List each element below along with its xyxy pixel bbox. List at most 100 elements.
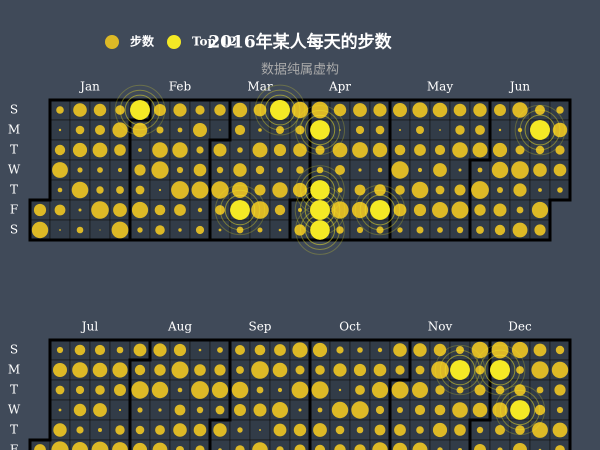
- day-point: [375, 405, 385, 415]
- day-point: [415, 365, 425, 375]
- day-point: [34, 444, 46, 450]
- day-point: [236, 366, 244, 374]
- day-point: [55, 385, 65, 395]
- day-point: [72, 362, 88, 378]
- ripple-ring: [484, 354, 516, 386]
- weekday-label: S: [10, 343, 18, 357]
- day-point: [91, 441, 109, 450]
- day-point: [295, 125, 305, 135]
- weekday-label: T: [10, 183, 18, 197]
- day-point: [154, 204, 166, 216]
- day-point: [135, 185, 145, 195]
- day-point: [56, 106, 64, 114]
- day-point: [33, 203, 47, 217]
- day-cell: [549, 439, 571, 450]
- day-point: [376, 226, 384, 234]
- day-point: [497, 447, 503, 450]
- ripple-ring: [359, 189, 401, 231]
- day-point: [451, 201, 469, 219]
- day-point: [557, 187, 563, 193]
- top-point: [310, 220, 330, 240]
- day-point: [58, 128, 62, 132]
- day-point: [156, 126, 164, 134]
- day-point: [158, 408, 162, 412]
- day-point: [434, 144, 446, 156]
- day-point: [213, 143, 227, 157]
- day-point: [473, 103, 487, 117]
- day-point: [177, 127, 183, 133]
- day-point: [517, 127, 523, 133]
- day-point: [351, 401, 369, 419]
- day-point: [339, 129, 341, 131]
- day-point: [512, 102, 528, 118]
- day-point: [215, 205, 225, 215]
- day-point: [437, 227, 443, 233]
- day-point: [555, 145, 565, 155]
- day-point: [93, 103, 107, 117]
- day-cell: [189, 439, 211, 450]
- day-point: [116, 186, 124, 194]
- month-label: Jan: [78, 80, 100, 94]
- day-point: [237, 147, 243, 153]
- day-point: [333, 363, 347, 377]
- day-point: [258, 128, 262, 132]
- top-point: [450, 360, 470, 380]
- day-point: [272, 402, 288, 418]
- day-point: [116, 346, 124, 354]
- day-point: [293, 423, 307, 437]
- day-point: [535, 105, 545, 115]
- weekday-label: F: [10, 203, 18, 217]
- day-point: [251, 361, 269, 379]
- ripple-ring: [214, 184, 266, 236]
- day-point: [54, 144, 66, 156]
- day-point: [377, 167, 383, 173]
- day-point: [358, 168, 362, 172]
- top-point: [310, 180, 330, 200]
- day-point: [416, 226, 424, 234]
- day-point: [435, 385, 445, 395]
- day-point: [253, 403, 267, 417]
- ripple-ring: [479, 349, 521, 391]
- day-point: [131, 381, 149, 399]
- day-point: [311, 101, 329, 119]
- ripple-ring: [524, 114, 556, 146]
- day-point: [115, 425, 125, 435]
- day-point: [118, 408, 122, 412]
- day-point: [298, 208, 302, 212]
- day-point: [231, 381, 249, 399]
- day-point: [96, 186, 104, 194]
- day-point: [332, 142, 348, 158]
- weekday-label: S: [10, 103, 18, 117]
- month-outline: [468, 98, 572, 242]
- day-point: [99, 229, 101, 231]
- ripple-ring: [254, 84, 306, 136]
- day-point: [414, 144, 426, 156]
- day-point: [335, 165, 345, 175]
- month-label: Oct: [339, 320, 361, 334]
- month-outline: [208, 338, 312, 450]
- day-point: [456, 386, 464, 394]
- month-label: May: [427, 80, 453, 94]
- day-point: [532, 422, 548, 438]
- month-label: Jun: [508, 80, 531, 94]
- day-point: [193, 423, 207, 437]
- day-point: [536, 386, 544, 394]
- day-point: [254, 344, 266, 356]
- day-point: [52, 162, 68, 178]
- day-point: [315, 365, 325, 375]
- day-point: [552, 122, 568, 138]
- day-cell: [229, 439, 251, 450]
- month-label: Dec: [508, 320, 532, 334]
- day-point: [452, 402, 468, 418]
- top-point: [130, 100, 150, 120]
- weekday-label: W: [8, 163, 21, 177]
- weekday-label: T: [10, 383, 18, 397]
- day-point: [472, 402, 488, 418]
- day-point: [291, 381, 309, 399]
- day-point: [391, 161, 409, 179]
- day-point: [152, 142, 168, 158]
- day-point: [516, 206, 524, 214]
- day-point: [394, 424, 406, 436]
- day-point: [475, 365, 485, 375]
